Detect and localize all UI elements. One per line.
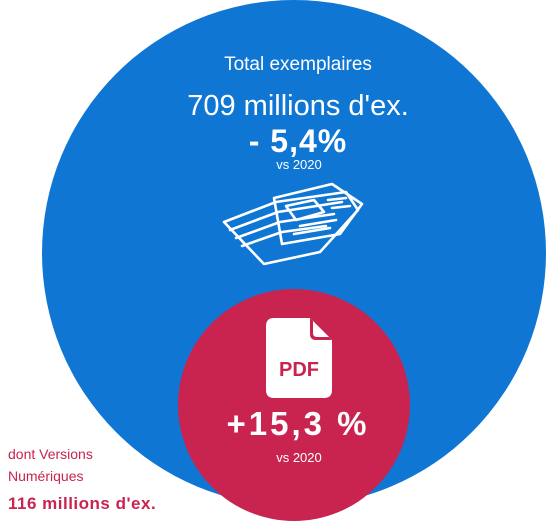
total-change: - 5,4% [248, 123, 348, 159]
newspaper-icon [222, 182, 364, 266]
digital-note-value: 116 millions d'ex. [8, 494, 157, 513]
digital-vs-label: vs 2020 [276, 450, 322, 465]
total-vs-label: vs 2020 [276, 157, 322, 172]
digital-change: +15,3 % [226, 405, 370, 442]
pdf-icon-label: PDF [279, 359, 319, 381]
digital-note-line1: dont Versions [8, 446, 93, 462]
digital-note-line2: Numériques [8, 468, 84, 484]
total-value: 709 millions d'ex. [187, 90, 409, 122]
total-label: Total exemplaires [224, 54, 372, 75]
pdf-file-icon: PDF [266, 318, 332, 398]
